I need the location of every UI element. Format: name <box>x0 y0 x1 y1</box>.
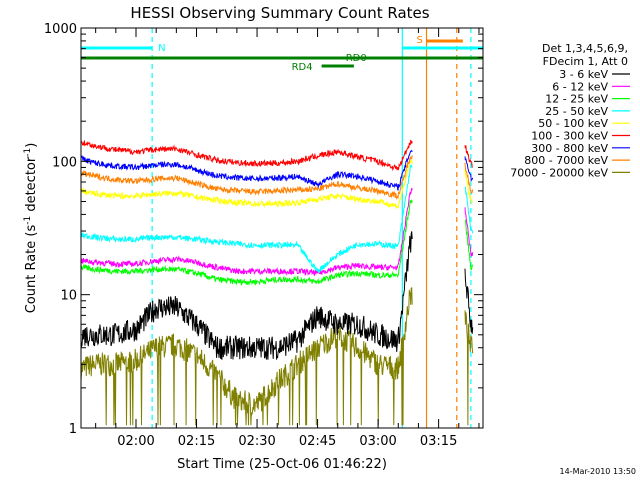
series-line-4 <box>80 158 474 209</box>
y-axis: 1 10 100 1000 <box>44 22 483 437</box>
x-tick-label-0: 02:00 <box>117 434 154 449</box>
x-axis-label: Start Time (25-Oct-06 01:46:22) <box>177 457 387 472</box>
series-line-0 <box>80 231 474 360</box>
legend-label-2: 12 - 25 keV <box>545 93 608 106</box>
y-label-sup-2: -1 <box>23 148 33 157</box>
x-axis: 02:00 02:15 02:30 02:45 03:00 03:15 <box>95 28 480 449</box>
generation-timestamp: 14-Mar-2010 13:50 <box>560 467 637 476</box>
saa-label: S <box>417 35 423 46</box>
y-tick-label-3: 1000 <box>44 22 77 37</box>
legend-label-5: 100 - 300 keV <box>531 130 608 143</box>
y-label-part-1: Count Rate (s <box>24 225 39 314</box>
legend-label-7: 800 - 7000 keV <box>524 154 608 167</box>
series-line-5 <box>80 139 474 172</box>
rd4-label: RD4 <box>292 62 313 73</box>
legend-label-4: 50 - 100 keV <box>538 117 608 130</box>
legend-label-3: 25 - 50 keV <box>545 105 608 118</box>
rd0-label: RD0 <box>346 53 367 64</box>
x-tick-label-1: 02:15 <box>178 434 215 449</box>
night-label: N <box>158 43 165 54</box>
series-line-3 <box>80 164 474 274</box>
x-tick-label-5: 03:15 <box>420 434 457 449</box>
x-tick-label-2: 02:30 <box>238 434 275 449</box>
chart-title: HESSI Observing Summary Count Rates <box>130 4 429 22</box>
y-tick-label-1: 10 <box>60 289 77 304</box>
legend-header-line-2: FDecim 1, Att 0 <box>543 55 628 68</box>
legend: Det 1,3,4,5,6,9, FDecim 1, Att 0 3 - 6 k… <box>510 42 630 179</box>
plot-frame <box>80 27 484 429</box>
y-tick-label-0: 1 <box>69 422 77 437</box>
plot-area: N S RD0 RD4 <box>80 28 483 428</box>
y-label-part-2: detector <box>24 156 39 216</box>
y-axis-label: Count Rate (s-1 detector-1) <box>23 143 39 314</box>
y-label-sup-1: -1 <box>23 216 33 225</box>
series-line-8 <box>80 286 474 426</box>
y-label-part-3: ) <box>24 143 39 148</box>
series-line-6 <box>80 149 474 191</box>
series-line-2 <box>80 198 474 286</box>
x-tick-label-3: 02:45 <box>299 434 336 449</box>
legend-label-8: 7000 - 20000 keV <box>510 166 608 179</box>
x-tick-label-4: 03:00 <box>359 434 396 449</box>
y-tick-label-2: 100 <box>52 155 77 170</box>
series-line-7 <box>80 155 474 200</box>
series-line-1 <box>81 187 474 277</box>
legend-label-0: 3 - 6 keV <box>559 68 608 81</box>
legend-label-1: 6 - 12 keV <box>552 80 608 93</box>
legend-header-line-1: Det 1,3,4,5,6,9, <box>542 42 628 55</box>
legend-label-6: 300 - 800 keV <box>531 142 608 155</box>
